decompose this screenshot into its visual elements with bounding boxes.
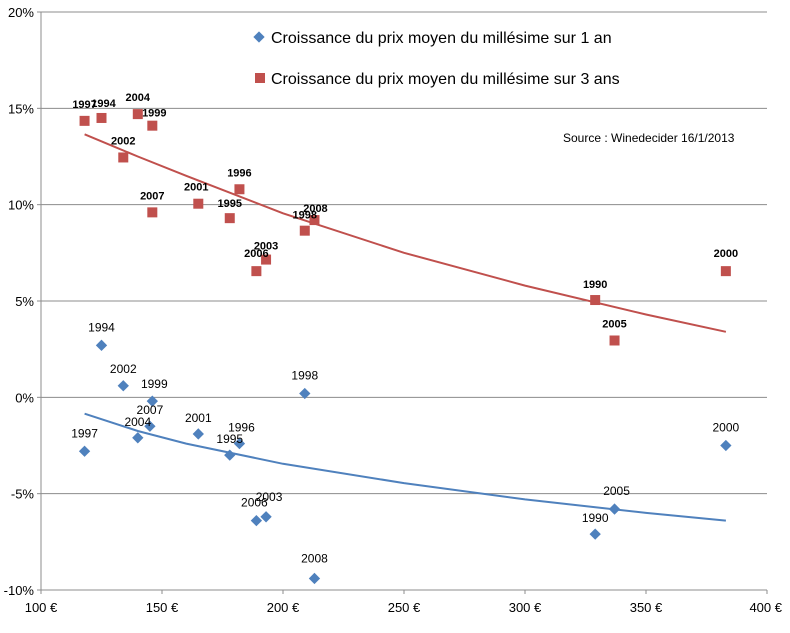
label-3-ans-1996: 1996 — [227, 167, 251, 179]
x-tick-label: 100 € — [25, 600, 58, 615]
point-1-an-2001 — [192, 428, 204, 440]
trendline-series-2 — [84, 133, 727, 333]
y-tick-label: 5% — [15, 294, 34, 309]
label-1-an-1997: 1997 — [71, 426, 98, 440]
label-1-an-2004: 2004 — [124, 415, 151, 429]
label-3-ans-2002: 2002 — [111, 135, 135, 147]
label-1-an-2001: 2001 — [185, 411, 212, 425]
y-tick-label: 20% — [8, 5, 34, 20]
point-3-ans-2008 — [309, 215, 320, 226]
label-3-ans-2000: 2000 — [714, 248, 738, 260]
point-3-ans-2002 — [118, 152, 129, 163]
label-1-an-2005: 2005 — [603, 484, 630, 498]
point-3-ans-2005 — [609, 335, 620, 346]
label-1-an-1995: 1995 — [216, 432, 243, 446]
point-3-ans-1999 — [147, 120, 158, 131]
point-1-an-1999 — [146, 395, 158, 407]
label-1-an-2008: 2008 — [301, 551, 328, 565]
label-3-ans-1997: 1997 — [72, 99, 96, 111]
point-3-ans-2004 — [132, 109, 143, 120]
point-1-an-1990 — [589, 528, 601, 540]
point-1-an-2004 — [132, 432, 144, 444]
legend-label-3-ans: Croissance du prix moyen du millésime su… — [271, 71, 620, 88]
x-tick-label: 400 € — [749, 600, 782, 615]
label-1-an-2006: 2006 — [241, 496, 268, 510]
legend-label-1-an: Croissance du prix moyen du millésime su… — [271, 30, 612, 47]
point-3-ans-2007 — [147, 207, 158, 218]
point-1-an-2007 — [144, 420, 156, 432]
x-tick-label: 350 € — [630, 600, 663, 615]
x-tick-label: 250 € — [388, 600, 421, 615]
label-1-an-2003: 2003 — [256, 490, 283, 504]
point-1-an-1996 — [233, 437, 246, 450]
label-3-ans-2003: 2003 — [254, 241, 278, 253]
point-1-an-1997 — [78, 445, 91, 457]
point-3-ans-1997 — [79, 115, 90, 126]
label-1-an-2002: 2002 — [110, 362, 137, 376]
label-1-an-2007: 2007 — [137, 403, 164, 417]
x-tick-label: 300 € — [509, 600, 542, 615]
source-note: Source : Winedecider 16/1/2013 — [563, 131, 735, 145]
label-3-ans-1995: 1995 — [218, 198, 242, 210]
label-3-ans-1999: 1999 — [142, 108, 166, 120]
point-3-ans-2006 — [251, 266, 262, 277]
point-1-an-1995 — [224, 449, 236, 461]
label-3-ans-2008: 2008 — [303, 203, 327, 215]
point-1-an-2000 — [720, 439, 732, 452]
x-tick-label: 150 € — [146, 600, 179, 615]
legend: Croissance du prix moyen du millésime su… — [253, 30, 620, 88]
label-3-ans-2006: 2006 — [244, 248, 268, 260]
label-1-an-1999: 1999 — [141, 377, 168, 391]
point-3-ans-1998 — [299, 225, 310, 236]
label-3-ans-2005: 2005 — [602, 318, 626, 330]
data-points — [78, 109, 732, 585]
y-tick-label: 0% — [15, 390, 34, 405]
label-3-ans-1990: 1990 — [583, 279, 607, 291]
trendline-series-1 — [84, 412, 726, 522]
label-1-an-2000: 2000 — [713, 421, 740, 435]
point-3-ans-1996 — [234, 184, 245, 195]
label-3-ans-2001: 2001 — [184, 182, 208, 194]
label-1-an-1990: 1990 — [582, 511, 609, 525]
label-1-an-1996: 1996 — [228, 421, 255, 435]
legend-marker-1-an — [253, 31, 265, 43]
point-1-an-1994 — [95, 339, 108, 351]
axes: 20% 15% 10% 5% 0% -5% -10% 100 € 150 € 200 € 250 €… — [4, 5, 783, 615]
x-tick-label: 200 € — [267, 600, 300, 615]
point-1-an-2003 — [260, 511, 272, 523]
y-tick-label: -10% — [4, 583, 35, 598]
point-1-an-2008 — [308, 572, 321, 585]
point-3-ans-1990 — [590, 295, 601, 306]
point-1-an-2002 — [117, 380, 129, 392]
y-tick-label: 15% — [8, 101, 34, 116]
label-1-an-1994: 1994 — [88, 320, 115, 334]
point-3-ans-1994 — [96, 112, 107, 123]
label-1-an-1998: 1998 — [291, 368, 318, 382]
legend-marker-3-ans — [255, 73, 265, 83]
label-3-ans-2007: 2007 — [140, 190, 164, 202]
y-tick-label: -5% — [11, 487, 35, 502]
point-3-ans-2001 — [193, 198, 204, 209]
point-1-an-1998 — [299, 387, 311, 400]
point-3-ans-1995 — [224, 213, 235, 224]
label-3-ans-1994: 1994 — [91, 98, 116, 110]
label-3-ans-1998: 1998 — [293, 210, 317, 222]
point-3-ans-2003 — [261, 254, 272, 265]
label-3-ans-2004: 2004 — [126, 92, 151, 104]
point-labels: 1997199420022004199920072001199519962006… — [71, 92, 739, 565]
trendlines — [84, 133, 727, 522]
y-tick-label: 10% — [8, 198, 34, 213]
point-1-an-2005 — [608, 503, 621, 515]
point-3-ans-2000 — [720, 266, 731, 277]
point-1-an-2006 — [250, 514, 263, 527]
